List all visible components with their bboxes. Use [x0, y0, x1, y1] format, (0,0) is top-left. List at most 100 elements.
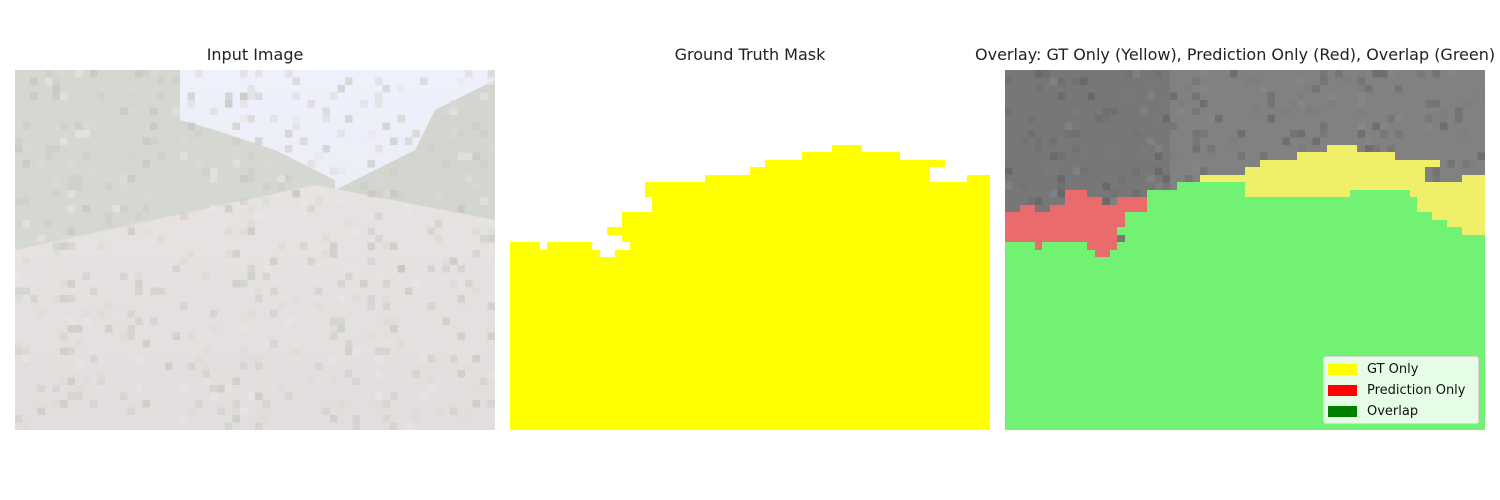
pixel-block — [1162, 115, 1170, 123]
pixel-block — [232, 400, 240, 408]
pixel-block — [187, 100, 195, 108]
pixel-block — [300, 242, 308, 250]
pixel-block — [262, 340, 270, 348]
pixel-block — [1252, 107, 1260, 115]
pixel-block — [292, 295, 300, 303]
ground-truth-title: Ground Truth Mask — [674, 45, 826, 64]
pixel-block — [45, 145, 53, 153]
pixel-block — [390, 242, 398, 250]
pixel-block — [1432, 167, 1440, 175]
pixel-block — [195, 160, 203, 168]
pixel-block — [382, 280, 390, 288]
pixel-block — [52, 85, 60, 93]
pixel-block — [142, 205, 150, 213]
pixel-block — [52, 190, 60, 198]
pixel-block — [1260, 85, 1268, 93]
pixel-block — [240, 280, 248, 288]
pixel-block — [150, 107, 158, 115]
pixel-block — [60, 400, 68, 408]
pixel-block — [127, 325, 135, 333]
pixel-block — [172, 265, 180, 273]
pixel-block — [1387, 145, 1395, 153]
pixel-block — [15, 340, 23, 348]
pixel-block — [67, 242, 75, 250]
pixel-block — [82, 272, 90, 280]
pixel-block — [450, 100, 458, 108]
pixel-block — [150, 122, 158, 130]
pixel-block — [480, 377, 488, 385]
pixel-block — [1440, 122, 1448, 130]
pixel-block — [240, 227, 248, 235]
pixel-block — [465, 70, 473, 78]
pixel-block — [150, 137, 158, 145]
pixel-block — [90, 122, 98, 130]
pixel-block — [1395, 115, 1403, 123]
pixel-block — [1057, 152, 1065, 160]
pixel-block — [45, 107, 53, 115]
pixel-block — [435, 235, 443, 243]
pixel-block — [67, 107, 75, 115]
pixel-block — [352, 265, 360, 273]
pixel-block — [345, 272, 353, 280]
pixel-block — [127, 152, 135, 160]
pixel-block — [465, 280, 473, 288]
pixel-block — [105, 212, 113, 220]
pixel-block — [210, 205, 218, 213]
pixel-block — [1200, 167, 1208, 175]
pixel-block — [217, 407, 225, 415]
pixel-block — [52, 400, 60, 408]
pixel-block — [120, 182, 128, 190]
pixel-block — [210, 392, 218, 400]
pixel-block — [1050, 190, 1058, 198]
pixel-block — [330, 355, 338, 363]
pixel-block — [232, 280, 240, 288]
pixel-block — [1185, 85, 1193, 93]
pixel-block — [82, 130, 90, 138]
pixel-block — [465, 152, 473, 160]
pixel-block — [1462, 130, 1470, 138]
pixel-block — [1102, 107, 1110, 115]
pixel-block — [375, 370, 383, 378]
pixel-block — [210, 385, 218, 393]
overlay-prediction-only-region — [1005, 190, 1147, 257]
pixel-block — [210, 175, 218, 183]
pixel-block — [67, 325, 75, 333]
pixel-block — [210, 325, 218, 333]
pixel-block — [450, 280, 458, 288]
pixel-block — [1035, 85, 1043, 93]
pixel-block — [1192, 160, 1200, 168]
pixel-block — [240, 100, 248, 108]
pixel-block — [1297, 100, 1305, 108]
pixel-block — [285, 70, 293, 78]
pixel-block — [375, 92, 383, 100]
pixel-block — [345, 220, 353, 228]
pixel-block — [1027, 115, 1035, 123]
pixel-block — [247, 227, 255, 235]
pixel-block — [1170, 92, 1178, 100]
pixel-block — [247, 92, 255, 100]
pixel-block — [480, 130, 488, 138]
pixel-block — [22, 257, 30, 265]
pixel-block — [15, 145, 23, 153]
pixel-block — [232, 407, 240, 415]
pixel-block — [1147, 85, 1155, 93]
pixel-block — [45, 77, 53, 85]
pixel-block — [247, 392, 255, 400]
pixel-block — [120, 205, 128, 213]
pixel-block — [262, 265, 270, 273]
pixel-block — [255, 137, 263, 145]
pixel-block — [52, 122, 60, 130]
pixel-block — [240, 257, 248, 265]
pixel-block — [487, 227, 495, 235]
pixel-block — [1290, 100, 1298, 108]
pixel-block — [187, 407, 195, 415]
input-image-title: Input Image — [206, 45, 304, 64]
pixel-block — [105, 220, 113, 228]
pixel-block — [82, 152, 90, 160]
pixel-block — [1072, 167, 1080, 175]
pixel-block — [240, 197, 248, 205]
pixel-block — [285, 145, 293, 153]
pixel-block — [337, 197, 345, 205]
pixel-block — [1057, 190, 1065, 198]
pixel-block — [337, 85, 345, 93]
